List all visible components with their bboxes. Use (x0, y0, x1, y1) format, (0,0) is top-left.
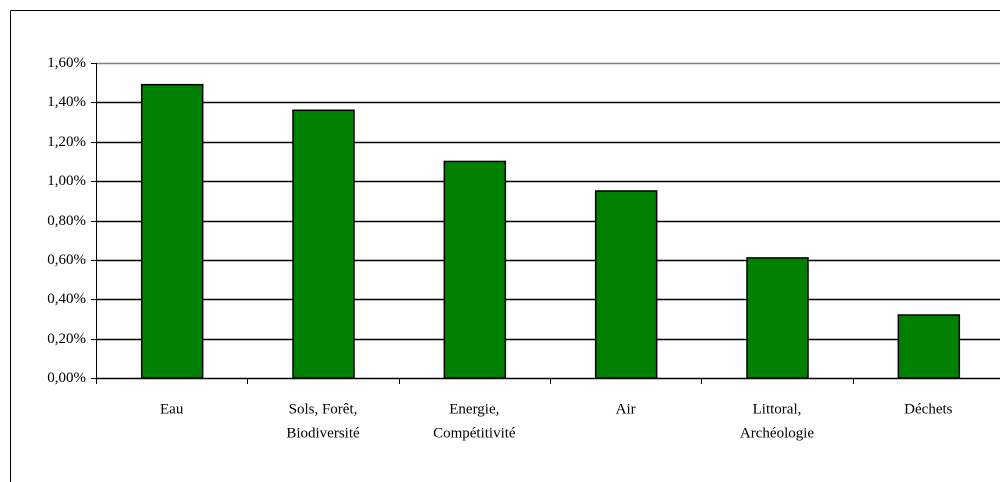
y-tick-label: 1,60% (47, 55, 86, 71)
x-tick-label: Sols, Forêt, (289, 401, 358, 417)
bar (140, 83, 204, 379)
x-tick-label: Eau (160, 401, 184, 417)
y-tick-label: 0,20% (47, 331, 86, 347)
x-tick-label: Compétitivité (433, 425, 516, 441)
y-tick-label: 1,00% (47, 173, 86, 189)
y-tick-label: 1,20% (47, 134, 86, 150)
bar (746, 257, 809, 379)
y-tick-label: 0,80% (47, 213, 86, 229)
bar (897, 314, 961, 379)
x-tick-label: Biodiversité (286, 425, 360, 441)
x-tick-label: Air (616, 401, 636, 417)
y-tick-label: 0,40% (47, 291, 86, 307)
x-tick-label: Archéologie (740, 425, 814, 441)
y-tick-label: 0,60% (47, 252, 86, 268)
bar (443, 160, 507, 379)
y-tick-label: 1,40% (47, 94, 86, 110)
bar (594, 190, 658, 379)
bar (292, 109, 355, 379)
x-tick-label: Littoral, (753, 401, 802, 417)
y-tick-label: 0,00% (47, 370, 86, 386)
x-tick-label: Déchets (904, 401, 952, 417)
x-tick-label: Energie, (449, 401, 499, 417)
